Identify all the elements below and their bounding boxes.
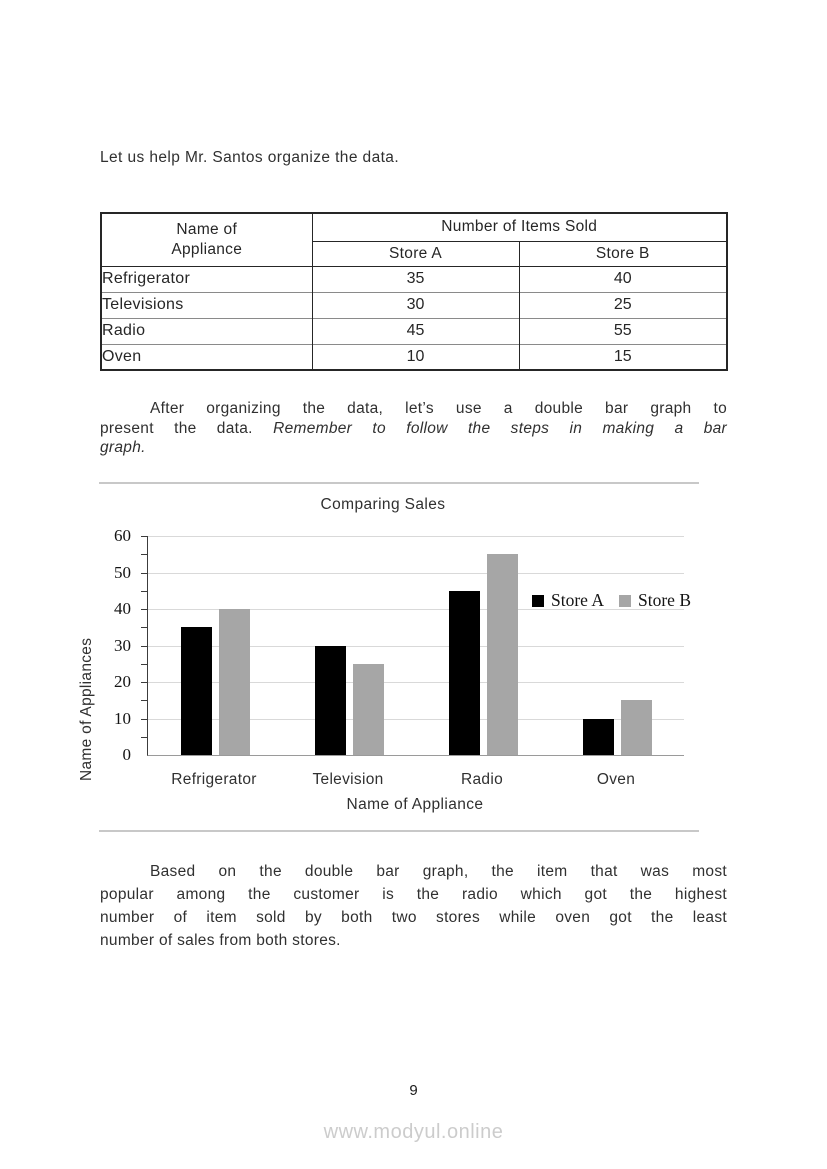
double-bar-chart: Comparing Sales Name of Appliances Name … bbox=[75, 488, 735, 830]
gridline bbox=[148, 682, 684, 683]
store-b-value-cell: 15 bbox=[518, 343, 727, 370]
store-a-value-cell: 45 bbox=[311, 317, 519, 344]
y-tick-label: 20 bbox=[114, 672, 131, 691]
appliance-name-cell: Refrigerator bbox=[101, 265, 312, 292]
y-axis-tick bbox=[141, 736, 147, 738]
text-segment: After organizing the data, let’s use a d… bbox=[150, 400, 727, 417]
bar-store-b-television bbox=[353, 663, 384, 755]
y-axis-tick bbox=[141, 682, 147, 683]
site-watermark: www.modyul.online bbox=[323, 1121, 504, 1143]
page-number: 9 bbox=[409, 1082, 418, 1099]
y-axis-tick bbox=[141, 590, 147, 592]
bar-store-b-oven bbox=[621, 700, 652, 755]
store-b-value-cell: 25 bbox=[518, 291, 727, 318]
table-row: Radio 45 55 bbox=[101, 317, 727, 344]
y-axis-tick bbox=[141, 572, 147, 574]
store-b-value-cell: 55 bbox=[518, 317, 727, 344]
store-a-column-header: Store A bbox=[311, 241, 519, 267]
table-row: Refrigerator 35 40 bbox=[101, 265, 727, 292]
text-line: popular among the customer is the radio … bbox=[100, 883, 727, 906]
chart-top-divider bbox=[99, 482, 699, 484]
store-b-value-cell: 40 bbox=[518, 265, 727, 292]
y-tick-label: 50 bbox=[114, 562, 131, 582]
store-a-value-cell: 10 bbox=[311, 343, 519, 370]
legend-item: Store A bbox=[532, 590, 604, 611]
appliance-name-cell: Oven bbox=[101, 343, 312, 370]
legend-swatch-store-b bbox=[619, 594, 631, 607]
text-line: present the data. Remember to follow the… bbox=[100, 419, 727, 439]
y-axis-tick bbox=[141, 627, 147, 629]
chart-bottom-divider bbox=[99, 830, 699, 832]
y-axis-tick bbox=[141, 663, 147, 665]
text-line: Based on the double bar graph, the item … bbox=[100, 860, 727, 883]
chart-legend: Store A Store B bbox=[532, 590, 691, 611]
x-category-label: Oven bbox=[596, 771, 636, 788]
bar-store-a-radio bbox=[449, 590, 480, 755]
paragraph-after-chart: Based on the double bar graph, the item … bbox=[100, 860, 727, 952]
legend-label: Store A bbox=[551, 590, 604, 610]
x-category-label: Refrigerator bbox=[171, 771, 257, 788]
appliance-name-cell: Televisions bbox=[101, 291, 312, 318]
y-axis-tick bbox=[141, 700, 147, 702]
table-row: Televisions 30 25 bbox=[101, 291, 727, 318]
gridline bbox=[148, 609, 684, 610]
items-sold-group-header: Number of Items Sold bbox=[311, 213, 727, 242]
intro-sentence: Let us help Mr. Santos organize the data… bbox=[100, 149, 400, 166]
y-tick-label: 10 bbox=[114, 708, 131, 728]
legend-item: Store B bbox=[619, 590, 691, 611]
appliance-name-cell: Radio bbox=[101, 317, 312, 344]
y-axis-tick bbox=[141, 645, 147, 647]
x-axis-label: Name of Appliance bbox=[346, 796, 484, 813]
store-b-column-header: Store B bbox=[518, 241, 727, 267]
text-segment: popular among the customer is the radio … bbox=[100, 886, 727, 903]
table: Name of Appliance Number of Items Sold S… bbox=[100, 212, 728, 371]
table-row: Oven 10 15 bbox=[101, 343, 727, 370]
plot-area bbox=[141, 536, 684, 756]
paragraph-before-chart: After organizing the data, let’s use a d… bbox=[100, 399, 727, 458]
x-category-label: Television bbox=[312, 771, 384, 788]
y-tick-label: 30 bbox=[114, 635, 131, 655]
gridline bbox=[148, 718, 684, 720]
y-axis-tick bbox=[141, 554, 147, 556]
y-axis-tick bbox=[141, 718, 147, 720]
y-axis-tick bbox=[141, 536, 147, 537]
text-segment: Based on the double bar graph, the item … bbox=[150, 863, 727, 880]
text-segment-italic: Remember to follow the steps in making a… bbox=[273, 419, 727, 437]
text-segment: number of item sold by both two stores w… bbox=[100, 909, 727, 926]
bar-store-b-refrigerator bbox=[219, 609, 250, 755]
bar-store-a-television bbox=[315, 645, 346, 755]
bar-store-a-oven bbox=[583, 718, 614, 755]
y-tick-label: 0 bbox=[122, 745, 132, 764]
legend-swatch-store-a bbox=[532, 594, 544, 607]
legend-label: Store B bbox=[638, 590, 691, 610]
text-segment-italic: graph. bbox=[100, 439, 146, 456]
gridline bbox=[148, 645, 684, 647]
text-line: number of sales from both stores. bbox=[100, 929, 727, 952]
text-segment: number of sales from both stores. bbox=[100, 932, 341, 949]
bar-store-b-radio bbox=[487, 554, 518, 755]
text-line: After organizing the data, let’s use a d… bbox=[100, 399, 727, 419]
y-tick-label: 60 bbox=[114, 526, 131, 545]
appliance-column-header-text: Name of Appliance bbox=[171, 220, 243, 258]
gridline bbox=[148, 536, 684, 537]
store-a-value-cell: 30 bbox=[311, 291, 519, 318]
appliance-column-header: Name of Appliance bbox=[101, 213, 312, 267]
text-segment: present the data. bbox=[100, 419, 274, 437]
y-axis-tick bbox=[141, 609, 147, 610]
text-line: number of item sold by both two stores w… bbox=[100, 906, 727, 929]
y-tick-label: 40 bbox=[114, 599, 131, 618]
text-line: graph. bbox=[100, 438, 727, 458]
bar-store-a-refrigerator bbox=[181, 627, 212, 755]
appliance-sales-table: Name of Appliance Number of Items Sold S… bbox=[100, 212, 728, 371]
chart-title: Comparing Sales bbox=[320, 496, 446, 513]
gridline bbox=[148, 572, 684, 574]
store-a-value-cell: 35 bbox=[311, 265, 519, 292]
x-category-label: Radio bbox=[461, 771, 503, 788]
